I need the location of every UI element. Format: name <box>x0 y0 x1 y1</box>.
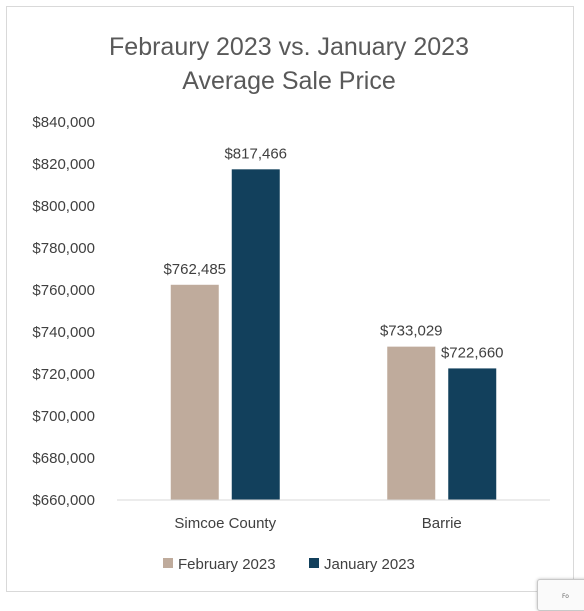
data-label: $733,029 <box>380 323 443 340</box>
y-tick-label: $680,000 <box>32 450 95 467</box>
y-axis: $840,000 $820,000 $800,000 $780,000 $760,000… <box>32 114 95 509</box>
bars: $762,485 $817,466 $733,029 $722,660 <box>163 145 504 500</box>
data-label: $762,485 <box>163 261 226 278</box>
y-tick-label: $740,000 <box>32 324 95 341</box>
legend-label: January 2023 <box>324 556 415 573</box>
x-tick-label: Simcoe County <box>174 515 276 532</box>
legend-label: February 2023 <box>178 556 276 573</box>
y-tick-label: $660,000 <box>32 492 95 509</box>
corner-tab-label: Fo <box>562 593 569 600</box>
y-tick-label: $720,000 <box>32 366 95 383</box>
bar-january <box>231 169 280 500</box>
y-tick-label: $840,000 <box>32 114 95 131</box>
bar-february <box>170 284 219 500</box>
legend-swatch <box>163 558 173 568</box>
y-tick-label: $760,000 <box>32 282 95 299</box>
y-tick-label: $800,000 <box>32 198 95 215</box>
y-tick-label: $700,000 <box>32 408 95 425</box>
y-tick-label: $780,000 <box>32 240 95 257</box>
bar-january <box>448 368 497 500</box>
data-label: $722,660 <box>441 344 504 361</box>
legend: February 2023 January 2023 <box>163 556 415 573</box>
x-axis: Simcoe County Barrie <box>117 499 550 532</box>
chart-title-line-1: Febraury 2023 vs. January 2023 <box>109 33 469 61</box>
y-tick-label: $820,000 <box>32 156 95 173</box>
bar-february <box>387 346 436 500</box>
legend-swatch <box>309 558 319 568</box>
corner-tab[interactable]: Fo <box>537 579 584 611</box>
chart-title-line-2: Average Sale Price <box>182 67 396 95</box>
data-label: $817,466 <box>224 145 287 162</box>
x-tick-label: Barrie <box>422 515 462 532</box>
